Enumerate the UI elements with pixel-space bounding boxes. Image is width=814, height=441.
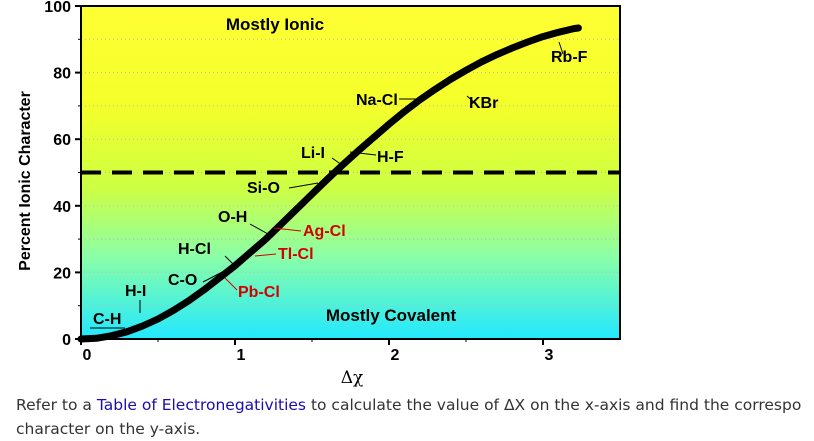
- y-tick-label: 80: [53, 66, 71, 83]
- bond-annotations: C-HH-I C-O H-Cl Pb-Cl O-H Ag-Cl Tl-Cl Si-O Li-I H…: [90, 41, 588, 329]
- x-tick-label: 2: [391, 347, 400, 364]
- caption-suffix: to calculate the value of ΔX on the x-ax…: [306, 396, 802, 414]
- annotation-leader-si-o: [288, 182, 319, 189]
- y-axis-label: Percent Ionic Character: [17, 91, 34, 271]
- annotation-label-na-cl: Na-Cl: [356, 92, 398, 109]
- annotation-label-kbr: KBr: [469, 95, 498, 112]
- x-axis-label: Δχ: [341, 368, 364, 388]
- caption-prefix: Refer to a: [16, 396, 97, 414]
- caption-line-2: character on the y-axis.: [16, 420, 201, 438]
- annotation-leader-kbr: [466, 95, 476, 104]
- electronegativity-table-link[interactable]: Table of Electronegativities: [96, 396, 307, 414]
- annotation-leader-rb-f: [558, 41, 564, 55]
- annotation-leader-h-f: [349, 151, 377, 156]
- ionic-character-curve: [77, 24, 582, 343]
- annotation-label-c-o: C-O: [168, 272, 197, 289]
- axis-ticks: 0 20 40 60 80 100 0 1 2 3: [44, 0, 553, 364]
- region-label-mostly-ionic: Mostly Ionic: [226, 15, 324, 34]
- annotation-leader-o-h: [249, 223, 269, 235]
- annotation-label-si-o: Si-O: [247, 180, 280, 197]
- annotation-label-pb-cl: Pb-Cl: [238, 284, 280, 301]
- x-tick-label: 1: [237, 347, 246, 364]
- figure-caption: Refer to a Table of Electronegativities …: [16, 393, 814, 441]
- annotation-leader-li-i: [331, 157, 343, 166]
- annotation-label-h-f: H-F: [377, 149, 404, 166]
- y-tick-label: 60: [53, 132, 71, 149]
- x-tick-label: 3: [545, 347, 554, 364]
- annotation-leader-h-cl: [224, 255, 236, 267]
- y-tick-label: 40: [53, 199, 71, 216]
- y-tick-label: 20: [53, 265, 71, 282]
- annotation-label-rb-f: Rb-F: [551, 49, 588, 66]
- annotation-label-c-h: C-H: [93, 311, 121, 328]
- annotation-label-li-i: Li-I: [301, 145, 325, 162]
- annotation-leader-tl-cl: [254, 253, 277, 257]
- annotation-label-tl-cl: Tl-Cl: [278, 246, 314, 263]
- x-tick-label: 0: [83, 347, 92, 364]
- annotation-label-h-i: H-I: [125, 283, 146, 300]
- annotation-label-ag-cl: Ag-Cl: [303, 223, 346, 240]
- annotation-label-h-cl: H-Cl: [178, 241, 211, 258]
- y-tick-label: 100: [44, 0, 71, 16]
- ionic-character-chart: 0 20 40 60 80 100 0 1 2 3 C-HH-I C-O H-Cl Pb-Cl O-H Ag…: [17, 0, 621, 388]
- annotation-leader-pb-cl: [224, 277, 238, 291]
- annotation-label-o-h: O-H: [218, 209, 247, 226]
- region-label-mostly-covalent: Mostly Covalent: [326, 306, 457, 325]
- annotation-leader-ag-cl: [273, 227, 302, 232]
- y-tick-label: 0: [62, 332, 71, 349]
- annotation-leader-c-o: [202, 267, 231, 283]
